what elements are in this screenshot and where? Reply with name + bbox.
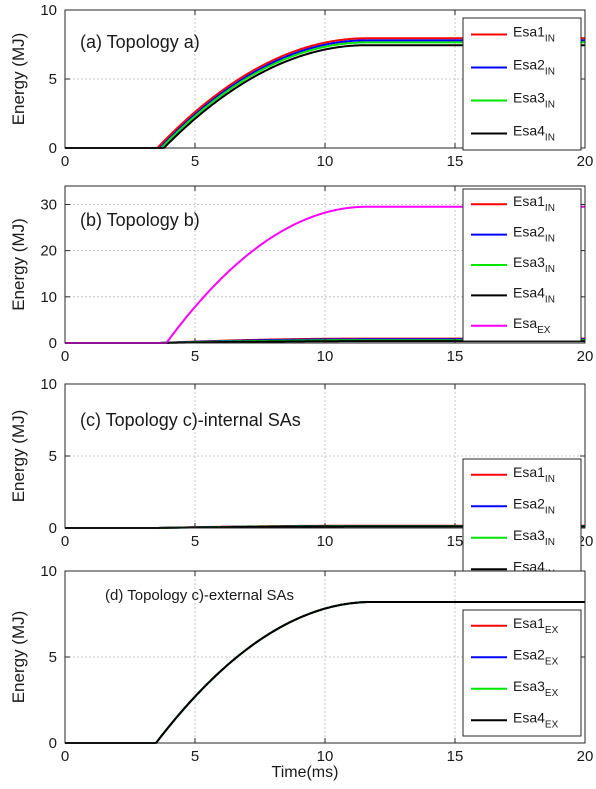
y-axis-label: Energy (MJ) bbox=[9, 410, 28, 503]
x-tick-label: 15 bbox=[447, 533, 464, 550]
panel-2: 0 5 10 15 20 0 10 20 30 Energy (MJ) (b) Topology b… bbox=[9, 185, 594, 365]
legend-entry: Esa1IN bbox=[513, 24, 555, 45]
x-tick-label: 10 bbox=[317, 153, 334, 170]
y-tick-label: 10 bbox=[40, 289, 57, 306]
y-tick-label: 5 bbox=[49, 448, 57, 465]
legend-entry: Esa4IN bbox=[513, 123, 555, 144]
legend-entry: Esa4IN bbox=[513, 284, 555, 305]
x-tick-label: 0 bbox=[61, 153, 69, 170]
legend-box bbox=[462, 458, 582, 586]
legend-entry: Esa2IN bbox=[513, 495, 555, 516]
legend-entry: Esa2IN bbox=[513, 57, 555, 78]
y-tick-label: 20 bbox=[40, 243, 57, 260]
x-tick-label: 5 bbox=[191, 533, 199, 550]
y-tick-label: 0 bbox=[49, 735, 57, 752]
y-tick-label: 30 bbox=[40, 196, 57, 213]
legend-entry: Esa3IN bbox=[513, 527, 555, 548]
y-tick-label: 0 bbox=[49, 335, 57, 352]
legend-box bbox=[462, 609, 582, 737]
x-tick-label: 5 bbox=[191, 348, 199, 365]
x-tick-label: 10 bbox=[317, 348, 334, 365]
y-axis-label: Energy (MJ) bbox=[9, 218, 28, 311]
legend-box bbox=[462, 17, 582, 151]
x-tick-label: 20 bbox=[577, 348, 594, 365]
y-tick-label: 10 bbox=[40, 376, 57, 393]
x-tick-label: 0 bbox=[61, 348, 69, 365]
y-axis-label: Energy (MJ) bbox=[9, 611, 28, 704]
legend-entry: Esa1IN bbox=[513, 193, 555, 214]
panel-annotation: (a) Topology a) bbox=[80, 32, 200, 52]
legend: Esa1IN Esa2IN Esa3IN Esa4IN bbox=[462, 17, 582, 151]
panel-4: 0 5 10 15 20 0 5 10 Energy (MJ) (d) Topology c)-e… bbox=[9, 563, 593, 765]
x-tick-label: 15 bbox=[447, 153, 464, 170]
x-tick-label: 0 bbox=[61, 533, 69, 550]
x-tick-label: 10 bbox=[317, 533, 334, 550]
x-tick-label: 20 bbox=[577, 748, 594, 765]
y-tick-label: 5 bbox=[49, 71, 57, 88]
x-tick-label: 5 bbox=[191, 153, 199, 170]
legend-entry: Esa3IN bbox=[513, 254, 555, 275]
x-axis-label: Time(ms) bbox=[272, 764, 339, 781]
legend-entry: Esa1IN bbox=[513, 464, 555, 485]
y-tick-label: 10 bbox=[40, 2, 57, 19]
panel-annotation: (b) Topology b) bbox=[80, 210, 200, 230]
x-tick-label: 15 bbox=[447, 748, 464, 765]
y-tick-label: 0 bbox=[49, 140, 57, 157]
y-tick-label: 5 bbox=[49, 649, 57, 666]
legend-entry: Esa2IN bbox=[513, 224, 555, 245]
panel-annotation: (d) Topology c)-external SAs bbox=[105, 587, 294, 604]
x-tick-label: 15 bbox=[447, 348, 464, 365]
x-tick-label: 20 bbox=[577, 153, 594, 170]
x-tick-label: 5 bbox=[191, 748, 199, 765]
legend-entry: Esa3IN bbox=[513, 90, 555, 111]
y-axis-label: Energy (MJ) bbox=[9, 33, 28, 126]
panel-1: 0 5 10 15 20 0 5 10 Energy (MJ) (a) Topology a) Es… bbox=[9, 2, 593, 170]
panel-annotation: (c) Topology c)-internal SAs bbox=[80, 410, 301, 430]
y-tick-label: 0 bbox=[49, 520, 57, 537]
x-tick-label: 10 bbox=[317, 748, 334, 765]
y-tick-label: 10 bbox=[40, 563, 57, 580]
x-tick-label: 0 bbox=[61, 748, 69, 765]
